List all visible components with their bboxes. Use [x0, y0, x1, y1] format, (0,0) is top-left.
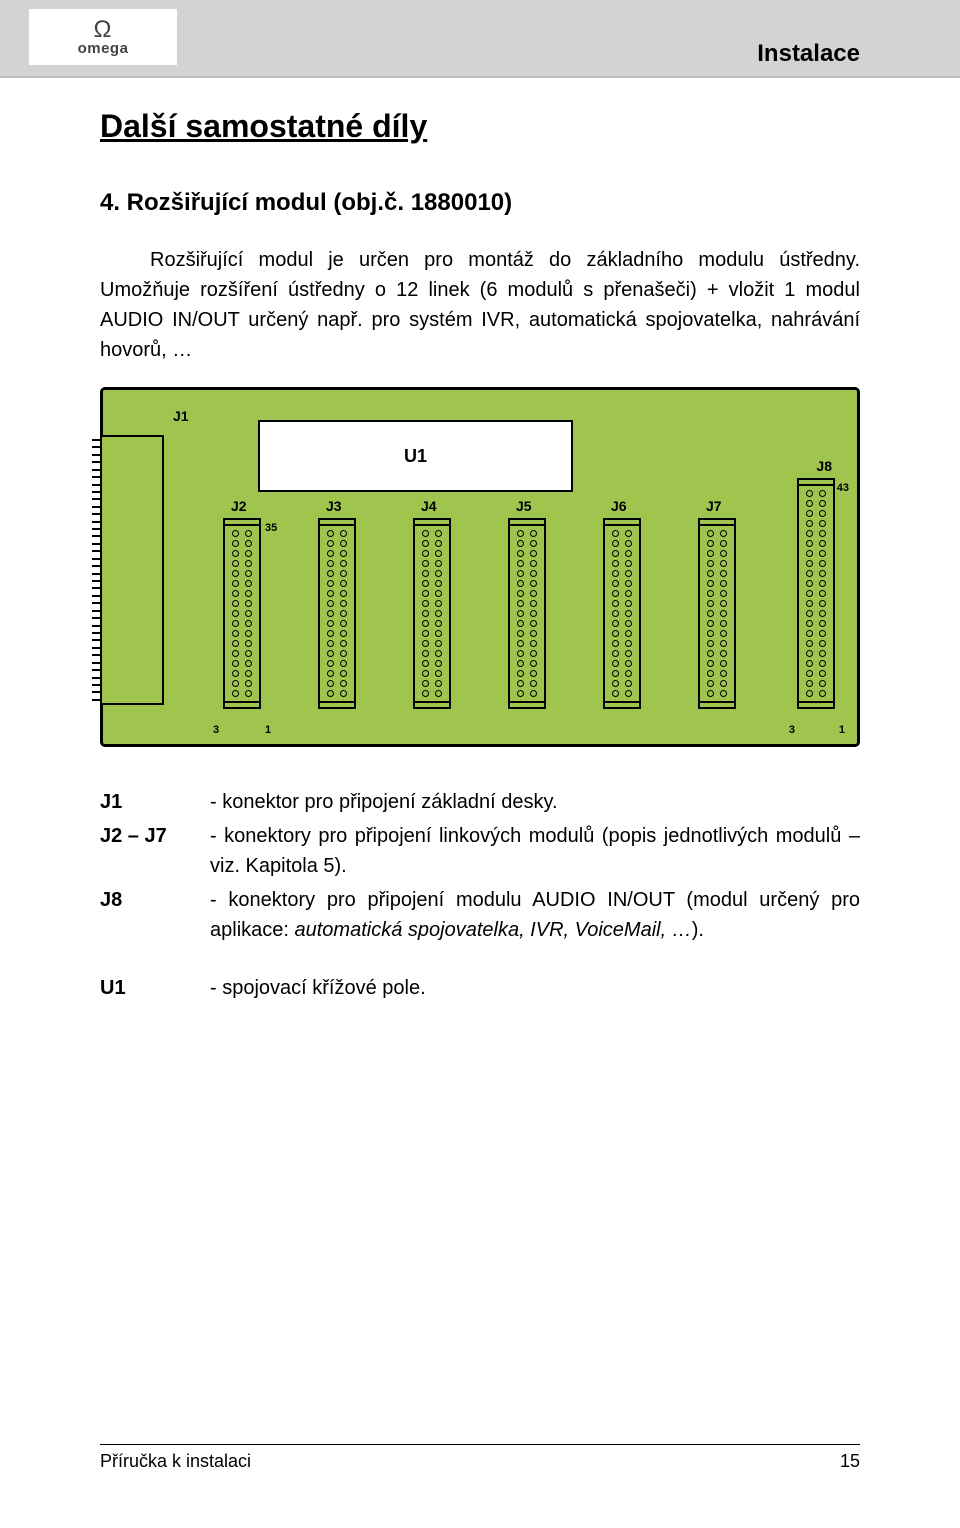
def-j8-val: - konektory pro připojení modulu AUDIO I… [210, 885, 860, 945]
j2-top-pin-num: 35 [265, 522, 277, 534]
j1-pins [92, 439, 100, 701]
def-j1: J1 - konektor pro připojení základní des… [100, 787, 860, 817]
j1-pin [92, 699, 100, 701]
chip-u1-label: U1 [404, 446, 427, 467]
def-j1-key: J1 [100, 787, 210, 817]
chip-u1: U1 [258, 420, 573, 492]
j1-pin [92, 625, 100, 627]
def-j8: J8 - konektory pro připojení modulu AUDI… [100, 885, 860, 945]
logo: Ω omega [28, 8, 178, 66]
j1-pin [92, 565, 100, 567]
j1-pin [92, 610, 100, 612]
label-j2: J2 [231, 498, 247, 514]
j1-pin [92, 573, 100, 575]
j1-pin [92, 684, 100, 686]
def-u1: U1 - spojovací křížové pole. [100, 973, 860, 1003]
connector-j7 [698, 518, 736, 709]
omega-symbol-icon: Ω [94, 18, 113, 42]
j1-pin [92, 662, 100, 664]
j1-pin [92, 439, 100, 441]
footer-page-number: 15 [840, 1451, 860, 1472]
j1-pin [92, 491, 100, 493]
paragraph-1: Rozšiřující modul je určen pro montáž do… [100, 245, 860, 365]
j1-pin [92, 513, 100, 515]
def-j1-val: - konektor pro připojení základní desky. [210, 787, 860, 817]
def-j2j7: J2 – J7 - konektory pro připojení linkov… [100, 821, 860, 881]
section-title: Další samostatné díly [100, 108, 860, 145]
j1-pin [92, 550, 100, 552]
content: Další samostatné díly 4. Rozšiřující mod… [0, 78, 960, 1003]
label-j7: J7 [706, 498, 722, 514]
label-j3: J3 [326, 498, 342, 514]
j1-pin [92, 461, 100, 463]
j1-pin [92, 446, 100, 448]
paragraph-1-text: Rozšiřující modul je určen pro montáž do… [100, 249, 860, 361]
definitions: J1 - konektor pro připojení základní des… [100, 787, 860, 1003]
pcb-diagram: J1 U1 J8 43 J2 35 3 1 J3 J4 J5 J6 J7 [100, 387, 860, 747]
connector-j5 [508, 518, 546, 709]
j1-pin [92, 639, 100, 641]
j1-pin [92, 469, 100, 471]
def-j8-val-em: automatická spojovatelka, IVR, VoiceMail… [295, 919, 692, 941]
j1-pin [92, 476, 100, 478]
j1-pin [92, 484, 100, 486]
label-j1: J1 [173, 408, 189, 424]
j1-pin [92, 535, 100, 537]
j1-pin [92, 454, 100, 456]
logo-brand-text: omega [78, 40, 129, 57]
connector-j4 [413, 518, 451, 709]
j8-bot-left-num: 3 [789, 724, 795, 736]
label-j6: J6 [611, 498, 627, 514]
j2-bot-left-num: 3 [213, 724, 219, 736]
pcb-board: J1 U1 J8 43 J2 35 3 1 J3 J4 J5 J6 J7 [100, 387, 860, 747]
j1-pin [92, 498, 100, 500]
j1-pin [92, 654, 100, 656]
j1-pin [92, 558, 100, 560]
j1-pin [92, 617, 100, 619]
j1-pin [92, 587, 100, 589]
j1-pin [92, 580, 100, 582]
connector-j2 [223, 518, 261, 709]
j1-pin [92, 595, 100, 597]
j1-pin [92, 677, 100, 679]
j1-pin [92, 521, 100, 523]
def-j8-val-b: ). [692, 919, 704, 941]
subsection-title: 4. Rozšiřující modul (obj.č. 1880010) [100, 189, 860, 217]
page: Ω omega Instalace Další samostatné díly … [0, 0, 960, 1528]
header-title: Instalace [757, 40, 860, 68]
j1-pin [92, 647, 100, 649]
j1-pin [92, 506, 100, 508]
def-u1-val: - spojovací křížové pole. [210, 973, 860, 1003]
j1-pin [92, 528, 100, 530]
j1-pin [92, 691, 100, 693]
connector-j1 [100, 435, 164, 705]
def-j2j7-key: J2 – J7 [100, 821, 210, 881]
j8-bot-right-num: 1 [839, 724, 845, 736]
def-u1-key: U1 [100, 973, 210, 1003]
footer-left: Příručka k instalaci [100, 1451, 251, 1472]
connector-j8 [797, 478, 835, 709]
label-j5: J5 [516, 498, 532, 514]
label-j8: J8 [816, 458, 832, 474]
j1-pin [92, 669, 100, 671]
j1-pin [92, 602, 100, 604]
j1-pin [92, 543, 100, 545]
connector-j6 [603, 518, 641, 709]
connector-j3 [318, 518, 356, 709]
j1-pin [92, 632, 100, 634]
j8-top-pin-num: 43 [837, 482, 849, 494]
label-j4: J4 [421, 498, 437, 514]
j2-bot-right-num: 1 [265, 724, 271, 736]
header-bar: Ω omega Instalace [0, 0, 960, 78]
page-footer: Příručka k instalaci 15 [100, 1444, 860, 1472]
def-j8-key: J8 [100, 885, 210, 945]
def-j2j7-val: - konektory pro připojení linkových modu… [210, 821, 860, 881]
